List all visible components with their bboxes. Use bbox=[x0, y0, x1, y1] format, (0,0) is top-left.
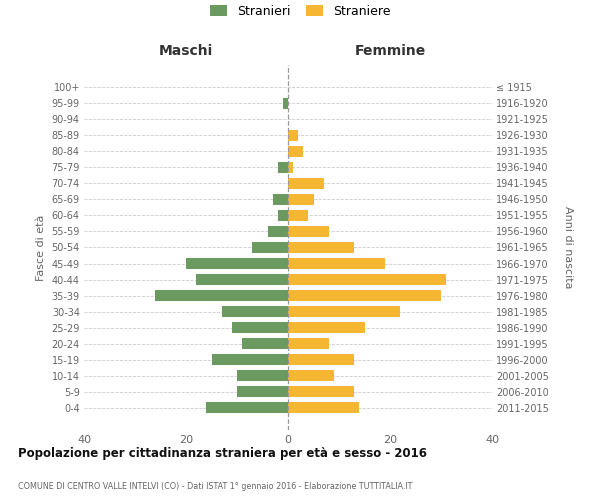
Bar bbox=[288, 178, 324, 189]
Bar bbox=[253, 242, 288, 254]
Bar bbox=[288, 130, 298, 141]
Bar bbox=[288, 210, 308, 221]
Bar bbox=[288, 226, 329, 237]
Text: Femmine: Femmine bbox=[355, 44, 425, 58]
Bar bbox=[288, 322, 365, 334]
Bar bbox=[288, 354, 355, 366]
Bar bbox=[288, 242, 355, 254]
Bar bbox=[186, 258, 288, 270]
Bar bbox=[288, 290, 441, 302]
Bar bbox=[288, 162, 293, 173]
Bar bbox=[278, 162, 288, 173]
Bar bbox=[288, 402, 359, 413]
Y-axis label: Anni di nascita: Anni di nascita bbox=[563, 206, 573, 289]
Bar bbox=[288, 386, 355, 398]
Bar bbox=[212, 354, 288, 366]
Bar bbox=[222, 306, 288, 318]
Text: COMUNE DI CENTRO VALLE INTELVI (CO) - Dati ISTAT 1° gennaio 2016 - Elaborazione : COMUNE DI CENTRO VALLE INTELVI (CO) - Da… bbox=[18, 482, 412, 491]
Bar bbox=[237, 386, 288, 398]
Bar bbox=[288, 194, 314, 205]
Text: Popolazione per cittadinanza straniera per età e sesso - 2016: Popolazione per cittadinanza straniera p… bbox=[18, 448, 427, 460]
Legend: Stranieri, Straniere: Stranieri, Straniere bbox=[205, 0, 395, 23]
Y-axis label: Fasce di età: Fasce di età bbox=[36, 214, 46, 280]
Bar bbox=[288, 370, 334, 382]
Bar bbox=[288, 338, 329, 349]
Bar bbox=[288, 258, 385, 270]
Bar bbox=[288, 306, 400, 318]
Bar bbox=[155, 290, 288, 302]
Text: Maschi: Maschi bbox=[159, 44, 213, 58]
Bar bbox=[206, 402, 288, 413]
Bar bbox=[278, 210, 288, 221]
Bar bbox=[237, 370, 288, 382]
Bar bbox=[196, 274, 288, 285]
Bar bbox=[288, 146, 304, 157]
Bar bbox=[273, 194, 288, 205]
Bar bbox=[242, 338, 288, 349]
Bar bbox=[283, 98, 288, 109]
Bar bbox=[232, 322, 288, 334]
Bar bbox=[288, 274, 446, 285]
Bar bbox=[268, 226, 288, 237]
